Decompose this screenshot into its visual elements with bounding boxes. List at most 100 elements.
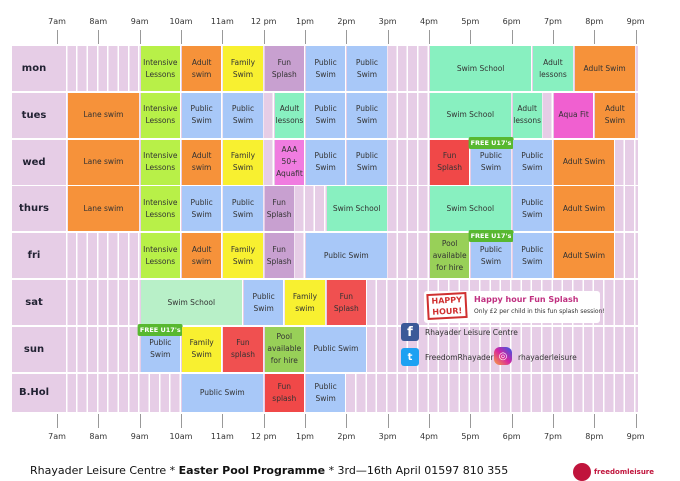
session-label: Public Swim [521, 244, 544, 266]
session: Fun Splash [326, 280, 366, 325]
hour-tick [511, 30, 513, 44]
session-label: Intensive Lessons [143, 244, 178, 266]
free-badge: FREE U17's [468, 136, 514, 149]
session: Family Swim [223, 46, 263, 91]
session-label: Swim School [446, 110, 495, 120]
session-label: Lane swim [83, 110, 124, 120]
session-label: Fun Splash [271, 57, 297, 79]
session-label: Lane swim [83, 203, 124, 213]
day-label: sun [12, 326, 56, 372]
session: Public Swim [243, 280, 284, 325]
hour-tick [304, 30, 306, 44]
time-label: 11am [210, 17, 234, 26]
time-label: 5pm [461, 17, 480, 26]
hour-tick [594, 414, 596, 428]
session: Adult swim [181, 233, 222, 279]
free-badge: FREE U17's [468, 230, 514, 243]
session: Family swim [285, 280, 325, 325]
session: Public Swim [305, 373, 346, 412]
time-label: 5pm [461, 432, 480, 441]
promo-title: Happy hour Fun Splash [474, 295, 579, 304]
session-label: Intensive Lessons [143, 197, 178, 219]
session-label: AAA 50+ Aquafit [276, 145, 303, 179]
session-label: Public Swim [314, 57, 337, 79]
twitter-icon: t [401, 348, 419, 366]
session-label: Adult Swim [562, 250, 606, 260]
session-label: Public Swim [355, 104, 379, 126]
session: Pool available for hire [264, 326, 304, 372]
session: Public Swim [223, 92, 263, 138]
session: Lane swim [68, 139, 139, 185]
time-label: 2pm [337, 17, 356, 26]
time-label: 7am [48, 17, 66, 26]
logo: freedomleisure [594, 468, 655, 476]
hour-tick [594, 30, 596, 44]
session-label: Adult lessons [513, 104, 541, 126]
session-label: Public Swim [479, 244, 503, 266]
day-label: wed [12, 139, 56, 185]
session: Public Swim FREE U17's [137, 323, 183, 372]
session-label: Public Swim [313, 344, 359, 354]
session: Fun Splash [264, 186, 294, 232]
session-label: Adult Swim [562, 203, 606, 213]
session: Public Swim [181, 373, 263, 412]
session: Public Swim [305, 46, 346, 91]
time-label: 2pm [337, 432, 356, 441]
footer: Rhayader Leisure Centre * Easter Pool Pr… [30, 464, 508, 477]
session: Intensive Lessons [140, 139, 180, 185]
session: Family Swim [223, 139, 263, 185]
session: Lane swim [68, 92, 139, 138]
day-label: sat [12, 280, 56, 325]
hour-tick [222, 30, 224, 44]
session: Adult Swim [574, 46, 635, 91]
footer-dates: * 3rd—16th April [328, 464, 421, 477]
session-label: Aqua Fit [558, 110, 589, 120]
time-label: 8pm [585, 432, 604, 441]
footer-venue: Rhayader Leisure Centre * [30, 464, 176, 477]
time-label: 9pm [626, 17, 645, 26]
session: Swim School [326, 186, 387, 232]
session: Intensive Lessons [140, 92, 180, 138]
hour-tick [304, 414, 306, 428]
hour-tick [98, 414, 100, 428]
time-label: 3pm [378, 432, 397, 441]
instagram-handle: rhayaderleisure [518, 353, 577, 362]
session: Adult Swim [553, 139, 614, 185]
session: Fun Splash [429, 139, 470, 185]
hour-tick [470, 30, 472, 44]
hour-tick [470, 414, 472, 428]
hour-tick [346, 30, 348, 44]
session: Family Swim [223, 233, 263, 279]
session: Fun Splash [264, 46, 304, 91]
session-label: Fun splash [230, 338, 255, 360]
session-label: Adult Swim [562, 157, 606, 167]
footer-phone: 01597 810 355 [424, 464, 509, 477]
session: Public Swim [305, 139, 346, 185]
session: Public Swim [347, 46, 387, 91]
hour-tick [180, 414, 182, 428]
hour-tick [222, 414, 224, 428]
timetable: 7am 7am 8am 8am 9am 9am 10am 10am 11am 11am 12 pm 1… [12, 17, 645, 441]
time-label: 1pm [295, 432, 314, 441]
session: Pool available for hire [429, 233, 470, 279]
hour-tick [57, 30, 58, 44]
day-label: B.Hol [12, 373, 56, 412]
session: Public Swim [305, 326, 366, 372]
day-label: mon [12, 46, 56, 91]
session-label: Fun Splash [266, 244, 292, 266]
hour-tick [428, 30, 430, 44]
session-label: Public Swim [314, 104, 337, 126]
time-label: 4pm [419, 17, 438, 26]
session-label: Public Swim [149, 338, 172, 360]
session-label: Swim School [446, 203, 495, 213]
promo-badge: HAPPY HOUR! [426, 291, 468, 321]
session: Aqua Fit [553, 92, 594, 138]
session: Fun splash [223, 326, 263, 372]
session: Adult lessons [533, 46, 573, 91]
session-label: Public Swim [521, 151, 544, 173]
session: Adult Swim [553, 186, 614, 232]
session-label: Public Swim [199, 387, 245, 397]
hour-tick [635, 30, 637, 44]
session-label: Public Swim [190, 197, 213, 219]
time-label: 4pm [419, 432, 438, 441]
